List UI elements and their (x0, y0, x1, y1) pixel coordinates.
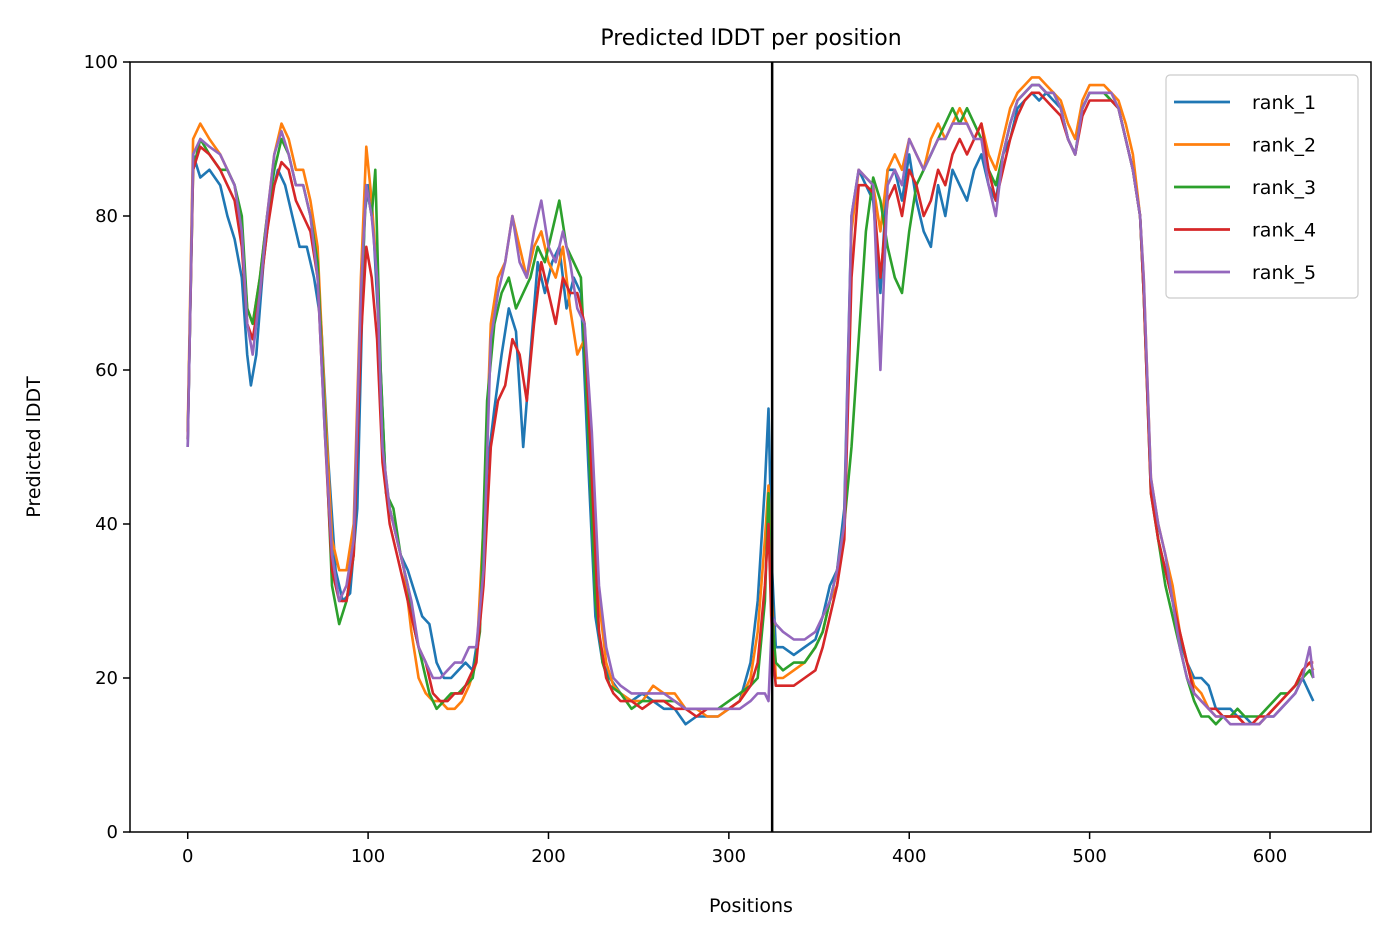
legend-box (1165, 74, 1359, 299)
x-tick-label: 300 (712, 846, 746, 867)
series-lines (186, 76, 1315, 726)
y-tick-label: 20 (95, 668, 118, 689)
legend-label-rank-3: rank_3 (1252, 177, 1316, 199)
y-tick-label: 80 (95, 206, 118, 227)
y-tick-label: 0 (107, 822, 118, 843)
legend-label-rank-1: rank_1 (1252, 92, 1316, 114)
y-tick-label: 60 (95, 360, 118, 381)
x-tick-label: 0 (182, 846, 193, 867)
x-axis: 0 100 200 300 400 500 600 (182, 832, 1287, 867)
x-axis-label: Positions (709, 895, 793, 917)
y-tick-label: 100 (84, 52, 118, 73)
chart-title: Predicted lDDT per position (600, 26, 901, 51)
x-tick-label: 100 (351, 846, 385, 867)
x-tick-label: 500 (1072, 846, 1106, 867)
plot-area (186, 62, 1315, 832)
legend-label-rank-2: rank_2 (1252, 135, 1316, 157)
x-tick-label: 400 (892, 846, 926, 867)
plot-frame (129, 61, 1372, 833)
x-tick-label: 600 (1253, 846, 1287, 867)
legend-label-rank-4: rank_4 (1252, 220, 1316, 242)
y-tick-label: 40 (95, 514, 118, 535)
y-axis-label: Predicted lDDT (23, 376, 45, 518)
x-tick-label: 200 (531, 846, 565, 867)
legend-label-rank-5: rank_5 (1252, 262, 1316, 284)
y-axis: 0 20 40 60 80 100 (84, 52, 130, 843)
legend: rank_1 rank_2 rank_3 rank_4 rank_5 (1165, 74, 1359, 299)
series-line-rank-5 (186, 83, 1315, 726)
